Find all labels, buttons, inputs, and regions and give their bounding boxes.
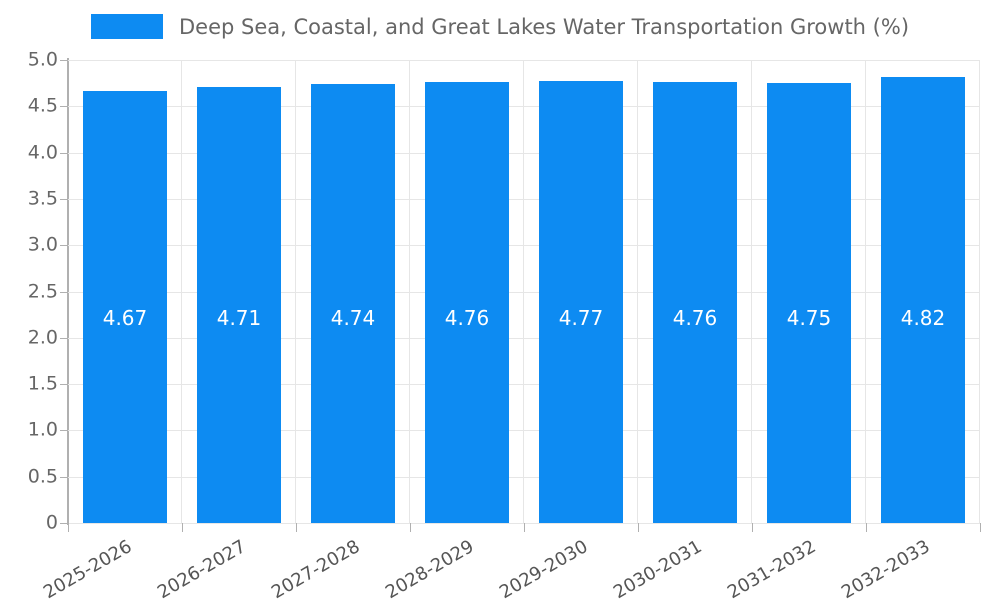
gridline-vertical xyxy=(409,60,410,523)
y-axis-tick-mark xyxy=(60,384,68,386)
bar-value-label: 4.77 xyxy=(558,306,604,330)
y-axis-tick-mark xyxy=(60,291,68,293)
y-axis-tick-label: 0 xyxy=(45,511,58,534)
bar[interactable]: 4.67 xyxy=(82,90,168,523)
bar[interactable]: 4.75 xyxy=(766,83,852,523)
legend-label: Deep Sea, Coastal, and Great Lakes Water… xyxy=(178,14,910,39)
y-axis-tick-mark xyxy=(60,476,68,478)
plot-area: 4.67 4.71 4.74 4.76 4.77 4.76 4.75 4.82 xyxy=(68,60,980,524)
gridline-vertical xyxy=(751,60,752,523)
bar-value-label: 4.75 xyxy=(786,306,832,330)
bar[interactable]: 4.74 xyxy=(310,84,396,523)
chart-legend: Deep Sea, Coastal, and Great Lakes Water… xyxy=(0,14,1000,39)
y-axis-tick-mark xyxy=(60,245,68,247)
gridline-horizontal xyxy=(68,60,980,61)
x-axis-tick-mark xyxy=(980,523,981,532)
gridline-horizontal xyxy=(68,106,980,108)
y-axis-tick-mark xyxy=(60,106,68,108)
x-axis-tick-mark xyxy=(752,523,753,532)
y-axis-tick-mark xyxy=(60,523,68,524)
y-axis-tick-label: 2.0 xyxy=(27,326,58,349)
y-axis-tick-label: 3.5 xyxy=(27,187,58,210)
gridline-vertical xyxy=(181,60,182,523)
y-axis-tick-mark xyxy=(60,152,68,154)
y-axis-tick-mark xyxy=(60,337,68,339)
gridline-vertical xyxy=(295,60,296,523)
y-axis-tick-mark xyxy=(60,430,68,432)
gridline-vertical xyxy=(865,60,866,523)
gridline-horizontal xyxy=(68,245,980,247)
x-axis-tick-mark xyxy=(524,523,525,532)
x-axis-tick-mark xyxy=(866,523,867,532)
bar[interactable]: 4.77 xyxy=(538,81,624,523)
y-axis-tick-label: 4.0 xyxy=(27,141,58,164)
y-axis-tick-label: 0.5 xyxy=(27,465,58,488)
bar-value-label: 4.76 xyxy=(672,306,718,330)
gridline-horizontal xyxy=(68,198,980,200)
gridline-vertical xyxy=(979,60,980,523)
gridline-horizontal xyxy=(68,152,980,154)
bar-value-label: 4.71 xyxy=(216,306,262,330)
gridline-vertical xyxy=(523,60,524,523)
bar-value-label: 4.67 xyxy=(102,306,148,330)
y-axis-tick-label: 1.5 xyxy=(27,372,58,395)
bar-value-label: 4.76 xyxy=(444,306,490,330)
gridline-horizontal xyxy=(68,430,980,432)
y-axis-tick-label: 4.5 xyxy=(27,94,58,117)
gridline-horizontal xyxy=(68,291,980,293)
gridline-vertical xyxy=(637,60,638,523)
gridline-horizontal xyxy=(68,384,980,386)
bar[interactable]: 4.76 xyxy=(652,82,738,523)
y-axis-tick-label: 3.0 xyxy=(27,233,58,256)
y-axis: 0 0.5 1.0 1.5 2.0 2.5 3.0 3.5 4.0 4.5 5.0 xyxy=(0,0,68,600)
bar-value-label: 4.74 xyxy=(330,306,376,330)
bar[interactable]: 4.71 xyxy=(196,86,282,523)
y-axis-tick-mark xyxy=(60,60,68,61)
x-axis-tick-mark xyxy=(296,523,297,532)
legend-color-swatch xyxy=(90,14,163,39)
x-axis-tick-mark xyxy=(410,523,411,532)
y-axis-tick-label: 1.0 xyxy=(27,418,58,441)
gridline-horizontal xyxy=(68,337,980,339)
gridline-horizontal xyxy=(68,476,980,478)
y-axis-tick-label: 5.0 xyxy=(27,48,58,71)
y-axis-tick-label: 2.5 xyxy=(27,280,58,302)
x-axis-tick-mark xyxy=(68,523,69,532)
bar-value-label: 4.82 xyxy=(900,306,946,330)
x-axis-tick-mark xyxy=(182,523,183,532)
bar[interactable]: 4.76 xyxy=(424,82,510,523)
x-axis-tick-mark xyxy=(638,523,639,532)
bar[interactable]: 4.82 xyxy=(880,76,966,523)
y-axis-tick-mark xyxy=(60,198,68,200)
